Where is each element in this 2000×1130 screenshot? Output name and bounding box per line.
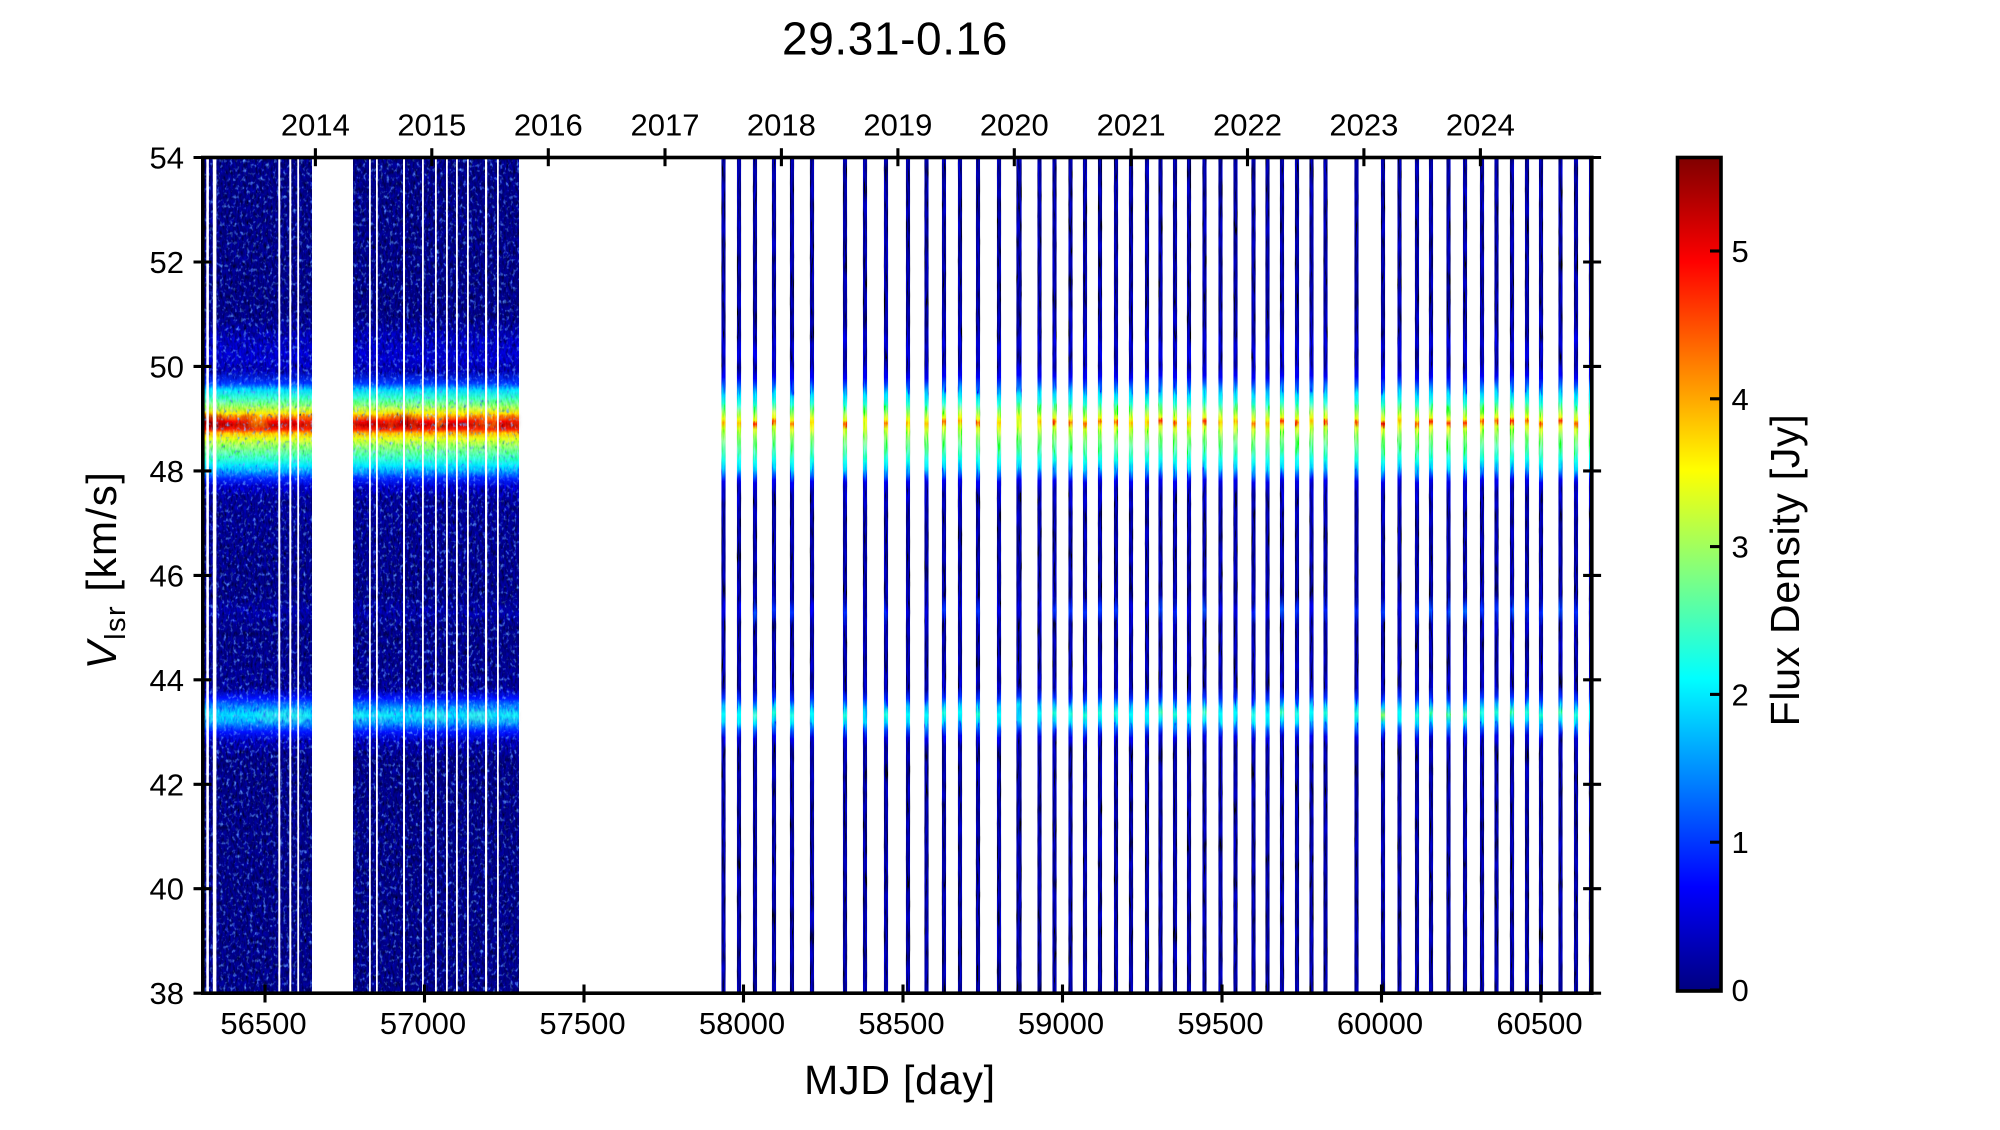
svg-text:2018: 2018 xyxy=(747,108,816,143)
svg-text:2017: 2017 xyxy=(631,108,700,143)
svg-text:42: 42 xyxy=(150,767,184,802)
svg-text:0: 0 xyxy=(1732,973,1749,1008)
svg-text:60500: 60500 xyxy=(1496,1006,1582,1041)
svg-text:2015: 2015 xyxy=(397,108,466,143)
svg-text:52: 52 xyxy=(150,245,184,280)
svg-text:Flux Density [Jy]: Flux Density [Jy] xyxy=(1762,414,1808,727)
svg-text:46: 46 xyxy=(150,558,184,593)
svg-text:59500: 59500 xyxy=(1177,1006,1263,1041)
svg-text:4: 4 xyxy=(1732,382,1749,417)
svg-text:2: 2 xyxy=(1732,677,1749,712)
svg-text:38: 38 xyxy=(150,976,184,1011)
svg-text:54: 54 xyxy=(150,141,184,176)
svg-text:2016: 2016 xyxy=(514,108,583,143)
svg-text:2019: 2019 xyxy=(863,108,932,143)
svg-text:40: 40 xyxy=(150,872,184,907)
svg-text:29.31-0.16: 29.31-0.16 xyxy=(782,13,1008,65)
svg-text:2021: 2021 xyxy=(1097,108,1166,143)
svg-text:57500: 57500 xyxy=(539,1006,625,1041)
svg-text:56500: 56500 xyxy=(220,1006,306,1041)
svg-text:59000: 59000 xyxy=(1018,1006,1104,1041)
svg-text:5: 5 xyxy=(1732,234,1749,269)
svg-text:2014: 2014 xyxy=(281,108,350,143)
svg-text:1: 1 xyxy=(1732,825,1749,860)
svg-text:Vlsr [km/s]: Vlsr [km/s] xyxy=(78,471,132,670)
svg-text:MJD [day]: MJD [day] xyxy=(804,1057,996,1103)
svg-text:58500: 58500 xyxy=(858,1006,944,1041)
svg-text:2023: 2023 xyxy=(1329,108,1398,143)
svg-text:44: 44 xyxy=(150,663,184,698)
svg-text:58000: 58000 xyxy=(699,1006,785,1041)
svg-text:57000: 57000 xyxy=(380,1006,466,1041)
svg-text:3: 3 xyxy=(1732,530,1749,565)
svg-text:2022: 2022 xyxy=(1213,108,1282,143)
svg-text:60000: 60000 xyxy=(1337,1006,1423,1041)
svg-text:2024: 2024 xyxy=(1446,108,1515,143)
svg-text:48: 48 xyxy=(150,454,184,489)
svg-text:2020: 2020 xyxy=(980,108,1049,143)
svg-text:50: 50 xyxy=(150,349,184,384)
